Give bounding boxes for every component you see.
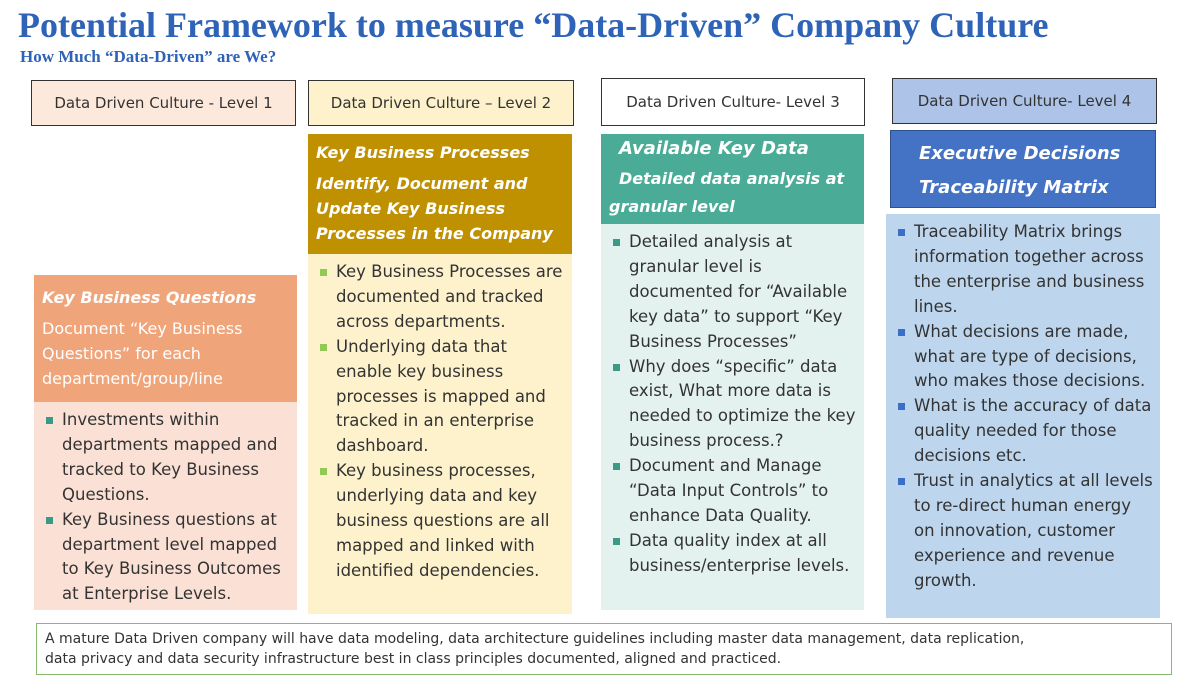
level-3-label: Data Driven Culture- Level 3 bbox=[601, 78, 865, 126]
level-2-heading-line: Update Key Business bbox=[316, 199, 506, 218]
level-3-heading: Available Key Data Detailed data analysi… bbox=[601, 134, 864, 224]
level-1-heading-line: Questions” for each bbox=[42, 344, 201, 363]
level-2-body: Key Business Processes are documented an… bbox=[308, 254, 572, 614]
level-4-bullet: What is the accuracy of data quality nee… bbox=[894, 394, 1154, 469]
level-2-heading-line: Processes in the Company bbox=[316, 224, 553, 243]
level-4-body: Traceability Matrix brings information t… bbox=[886, 214, 1160, 618]
level-3-label-text: Data Driven Culture- Level 3 bbox=[626, 93, 840, 111]
level-2-label: Data Driven Culture – Level 2 bbox=[308, 80, 574, 126]
footer-line: data privacy and data security infrastru… bbox=[45, 651, 782, 667]
level-1-label-text: Data Driven Culture - Level 1 bbox=[54, 94, 273, 112]
level-1-heading-line: Document “Key Business bbox=[42, 319, 243, 338]
level-3-bullet: Why does “specific” data exist, What mor… bbox=[609, 355, 858, 455]
level-4-bullet: Traceability Matrix brings information t… bbox=[894, 220, 1154, 320]
level-2-bullet: Underlying data that enable key business… bbox=[316, 335, 566, 460]
level-2-heading-line: Key Business Processes bbox=[316, 143, 530, 162]
page-subtitle: How Much “Data-Driven” are We? bbox=[20, 47, 277, 66]
level-3-heading-line: Available Key Data bbox=[619, 138, 809, 159]
footer-note: A mature Data Driven company will have d… bbox=[36, 623, 1172, 675]
level-1-bullet: Investments within departments mapped an… bbox=[42, 408, 291, 508]
level-1-body: Investments within departments mapped an… bbox=[34, 402, 297, 610]
level-1-label: Data Driven Culture - Level 1 bbox=[31, 80, 296, 126]
level-3-bullet: Document and Manage “Data Input Controls… bbox=[609, 454, 858, 529]
level-1-heading-line: Key Business Questions bbox=[42, 288, 257, 307]
level-1-heading: Key Business Questions Document “Key Bus… bbox=[34, 275, 297, 402]
level-2-heading: Key Business Processes Identify, Documen… bbox=[308, 134, 572, 254]
level-2-heading-line: Identify, Document and bbox=[316, 174, 528, 193]
level-3-heading-line: granular level bbox=[609, 197, 735, 216]
level-2-bullet: Key business processes, underlying data … bbox=[316, 459, 566, 584]
level-4-bullet: What decisions are made, what are type o… bbox=[894, 320, 1154, 395]
level-3-bullet: Data quality index at all business/enter… bbox=[609, 529, 858, 579]
level-1-heading-line: department/group/line bbox=[42, 369, 223, 388]
level-4-bullet: Trust in analytics at all levels to re-d… bbox=[894, 469, 1154, 594]
level-2-bullet: Key Business Processes are documented an… bbox=[316, 260, 566, 335]
level-1-bullet: Key Business questions at department lev… bbox=[42, 508, 291, 608]
level-2-label-text: Data Driven Culture – Level 2 bbox=[330, 94, 552, 112]
level-4-label-text: Data Driven Culture- Level 4 bbox=[917, 92, 1132, 110]
level-3-body: Detailed analysis at granular level is d… bbox=[601, 224, 864, 610]
page-title: Potential Framework to measure “Data-Dri… bbox=[18, 5, 1049, 45]
level-4-heading-line: Traceability Matrix bbox=[919, 177, 1109, 198]
level-4-heading-line: Executive Decisions bbox=[919, 143, 1121, 164]
footer-line: A mature Data Driven company will have d… bbox=[45, 631, 1025, 647]
level-3-bullet: Detailed analysis at granular level is d… bbox=[609, 230, 858, 355]
level-4-heading: Executive Decisions Traceability Matrix bbox=[890, 130, 1156, 208]
level-3-heading-line: Detailed data analysis at bbox=[619, 169, 845, 188]
level-4-label: Data Driven Culture- Level 4 bbox=[892, 78, 1157, 124]
